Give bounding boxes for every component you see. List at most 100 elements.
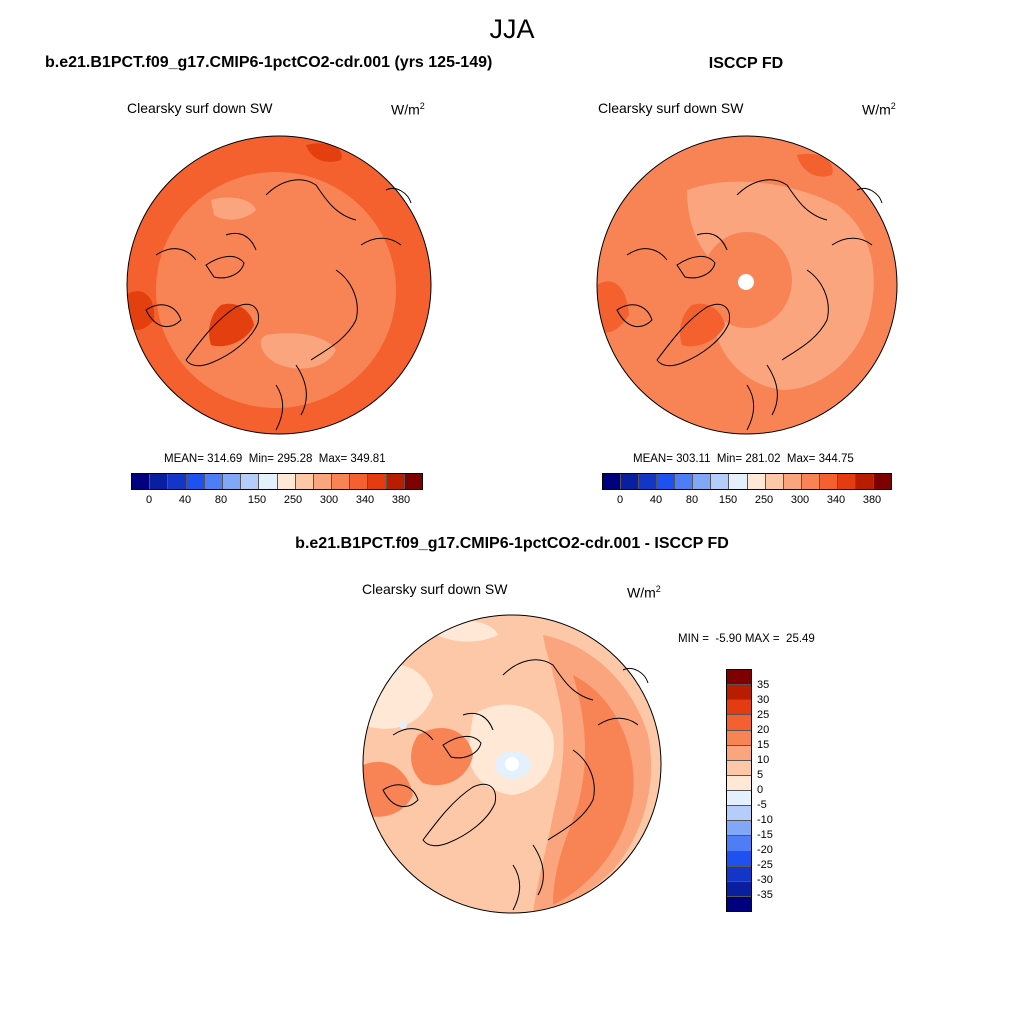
colorbar-tick-label: 380 [391,494,411,506]
colorbar-box [747,474,766,489]
colorbar-box [729,474,748,489]
model-stats: MEAN= 314.69 Min= 295.28 Max= 349.81 [164,453,386,465]
obs-map-border [596,135,898,435]
colorbar-box [727,821,751,837]
colorbar-box [241,474,260,489]
diff-variable-label: Clearsky surf down SW [362,581,508,597]
colorbar-tick-label: 80 [214,494,228,506]
colorbar-box [313,474,333,489]
model-coastlines [145,179,412,431]
diff-field-high-right [553,675,634,905]
model-field-max-3 [306,143,342,162]
colorbar-tick-label: 340 [826,494,846,506]
colorbar-tick-label: 10 [757,754,770,766]
obs-units-label: W/m2 [862,101,896,118]
colorbar-tick-label: 40 [178,494,192,506]
colorbar-tick-label: 0 [757,784,764,796]
colorbar-box [727,851,751,867]
colorbar-box [727,730,751,746]
colorbar-box [386,474,405,489]
diff-stats: MIN = -5.90 MAX = 25.49 [678,633,815,645]
obs-coastlines [616,179,883,431]
colorbar-box [765,474,784,489]
diff-panel-title: b.e21.B1PCT.f09_g17.CMIP6-1pctCO2-cdr.00… [295,535,729,552]
colorbar-tick-label: 0 [616,494,624,506]
colorbar-box [639,474,658,489]
colorbar-tick-label: -15 [757,829,773,841]
colorbar-tick-label: 340 [355,494,375,506]
colorbar-tick-label: -20 [757,844,773,856]
colorbar-tick-label: 300 [790,494,810,506]
colorbar-box [727,775,751,791]
diff-colorbar [726,669,752,912]
colorbar-box [168,474,187,489]
diff-coastlines [382,659,649,911]
colorbar-box [259,474,278,489]
model-variable-label: Clearsky surf down SW [127,100,273,116]
colorbar-box [603,474,622,489]
obs-stats: MEAN= 303.11 Min= 281.02 Max= 344.75 [633,453,854,465]
colorbar-tick-label: 380 [862,494,882,506]
colorbar-box [727,791,751,807]
colorbar-box [727,760,751,776]
colorbar-box [693,474,712,489]
colorbar-tick-label: 250 [283,494,303,506]
colorbar-tick-label: -35 [757,889,773,901]
colorbar-box [350,474,369,489]
colorbar-tick-label: 20 [757,724,770,736]
colorbar-tick-label: -25 [757,859,773,871]
colorbar-box [727,745,751,761]
colorbar-box [855,474,874,489]
colorbar-box [657,474,676,489]
model-field-light-patch-2 [211,197,256,220]
main-title: JJA [489,14,535,44]
colorbar-tick-label: -10 [757,814,773,826]
diff-field-high-greenland [411,727,473,786]
colorbar-tick-label: 25 [757,709,770,721]
colorbar-box [621,474,640,489]
colorbar-tick-label: 0 [145,494,153,506]
colorbar-box [727,700,751,716]
colorbar-tick-label: 150 [247,494,267,506]
colorbar-box [204,474,223,489]
colorbar-tick-label: 40 [649,494,663,506]
colorbar-box [295,474,314,489]
colorbar-tick-label: 300 [319,494,339,506]
colorbar-box [727,806,751,822]
obs-colorbar [602,473,892,490]
colorbar-tick-label: 5 [757,769,764,781]
colorbar-box [837,474,856,489]
model-map-border [126,135,432,435]
colorbar-box [675,474,694,489]
colorbar-box [727,670,751,686]
colorbar-tick-label: 250 [754,494,774,506]
obs-field-max-3 [797,153,833,177]
colorbar-box [873,474,891,489]
colorbar-box [711,474,730,489]
obs-field-max-greenland [680,303,725,347]
diff-polar-map [362,614,662,914]
diff-map-border [362,614,662,914]
colorbar-box [727,881,751,897]
colorbar-box [727,836,751,852]
obs-polar-map [596,135,898,435]
colorbar-tick-label: 80 [685,494,699,506]
obs-field-max-2 [597,281,629,333]
colorbar-box [404,474,422,489]
colorbar-box [801,474,820,489]
diff-field-neg-spot [399,721,407,729]
colorbar-box [783,474,802,489]
obs-polar-hole [738,274,754,290]
colorbar-tick-label: 30 [757,694,770,706]
model-field-max-2 [127,291,155,330]
model-panel-title: b.e21.B1PCT.f09_g17.CMIP6-1pctCO2-cdr.00… [45,54,493,71]
diff-units-label: W/m2 [627,584,661,601]
obs-panel-title: ISCCP FD [708,55,784,72]
model-units-label: W/m2 [391,101,425,118]
model-polar-map [126,135,432,435]
model-field-light-patch [260,333,336,369]
colorbar-box [727,896,751,911]
colorbar-box [368,474,387,489]
colorbar-box [332,474,351,489]
diff-field-high-left [363,761,413,817]
